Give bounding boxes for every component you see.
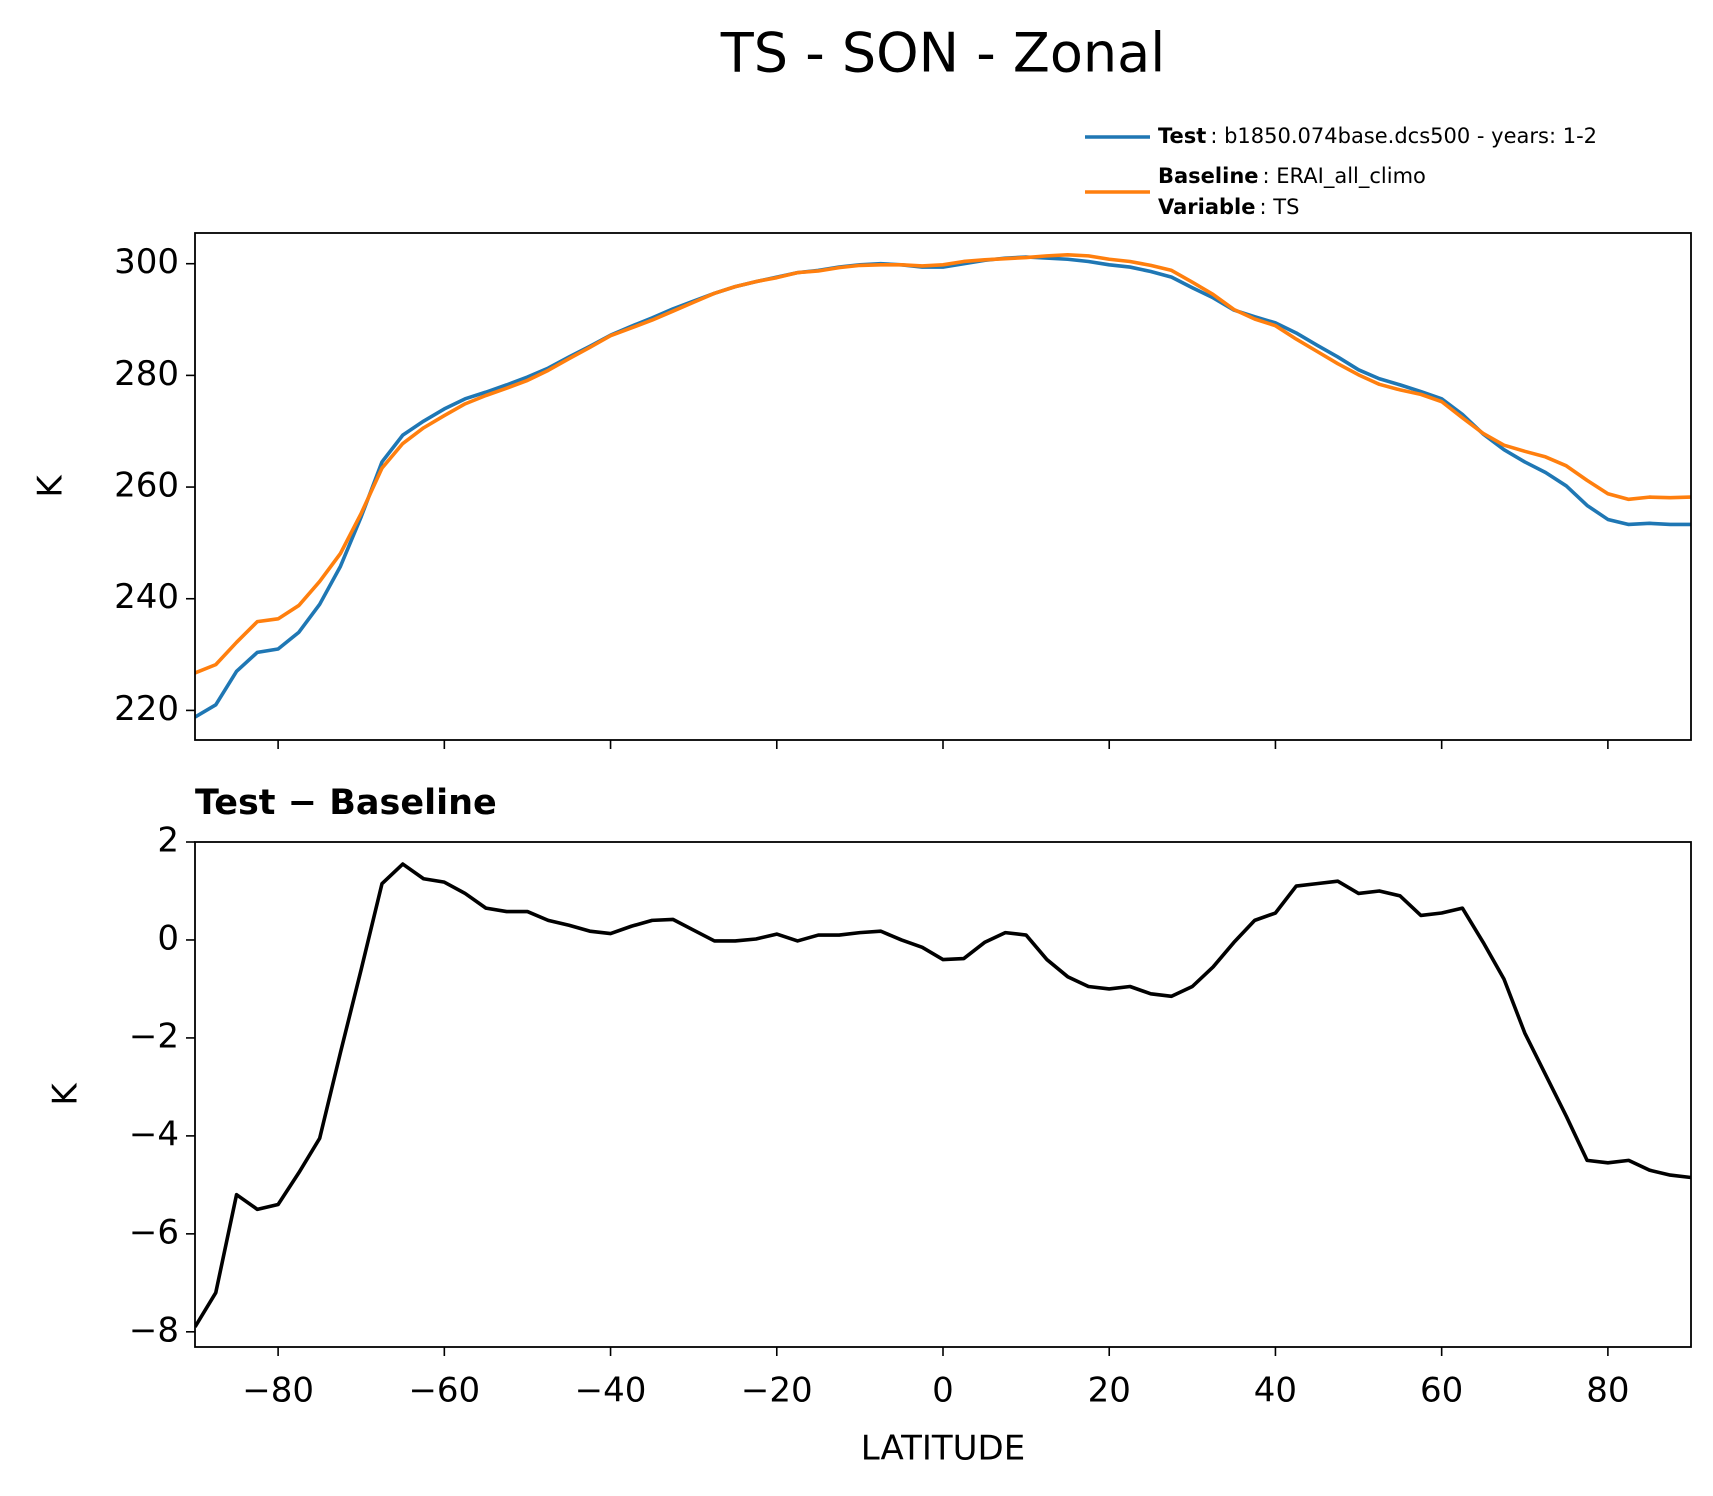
x-tick-label: 60 xyxy=(1420,1371,1463,1411)
axes-frame xyxy=(194,232,1692,741)
y-tick-label: 220 xyxy=(114,689,179,729)
y-tick-label: −4 xyxy=(129,1114,179,1154)
y-tick-label: 280 xyxy=(114,354,179,394)
legend-entry: Baseline: ERAI_all_climo xyxy=(1158,164,1426,189)
y-tick-label: 300 xyxy=(114,242,179,282)
y-tick-label: −2 xyxy=(129,1016,179,1056)
y-tick-label: 240 xyxy=(114,577,179,617)
y-tick-label: −8 xyxy=(129,1310,179,1350)
legend-name: Baseline xyxy=(1158,164,1259,188)
x-axis-label: LATITUDE xyxy=(861,1429,1025,1469)
y-tick-label: 2 xyxy=(157,821,179,861)
x-tick-label: −60 xyxy=(408,1371,480,1411)
y-axis-label: K xyxy=(46,1082,86,1106)
axes-title: Test − Baseline xyxy=(195,783,497,823)
x-tick-label: 0 xyxy=(932,1371,954,1411)
y-tick-label: 260 xyxy=(114,466,179,506)
data-line xyxy=(195,862,1691,1328)
legend-entry: Test: b1850.074base.dcs500 - years: 1-2 xyxy=(1158,124,1597,148)
x-tick-label: 80 xyxy=(1586,1371,1629,1411)
x-tick-label: 40 xyxy=(1254,1371,1297,1411)
legend-name: Test xyxy=(1158,124,1206,148)
axes-frame xyxy=(194,841,1692,1348)
y-tick-label: 0 xyxy=(157,918,179,958)
legend-info: : b1850.074base.dcs500 - years: 1-2 xyxy=(1210,124,1597,148)
data-line xyxy=(195,252,1691,675)
data-line xyxy=(195,255,1691,719)
y-tick-label: −6 xyxy=(129,1212,179,1252)
legend-info: : TS xyxy=(1259,195,1299,219)
x-tick-label: −20 xyxy=(741,1371,813,1411)
x-tick-label: 20 xyxy=(1088,1371,1131,1411)
y-axis-label: K xyxy=(31,474,71,498)
x-tick-label: −80 xyxy=(242,1371,314,1411)
x-tick-label: −40 xyxy=(575,1371,647,1411)
legend-name: Variable xyxy=(1158,195,1255,219)
legend-entry: Variable: TS xyxy=(1158,195,1299,219)
figure-title: TS - SON - Zonal xyxy=(720,22,1165,85)
legend-info: : ERAI_all_climo xyxy=(1263,164,1426,189)
